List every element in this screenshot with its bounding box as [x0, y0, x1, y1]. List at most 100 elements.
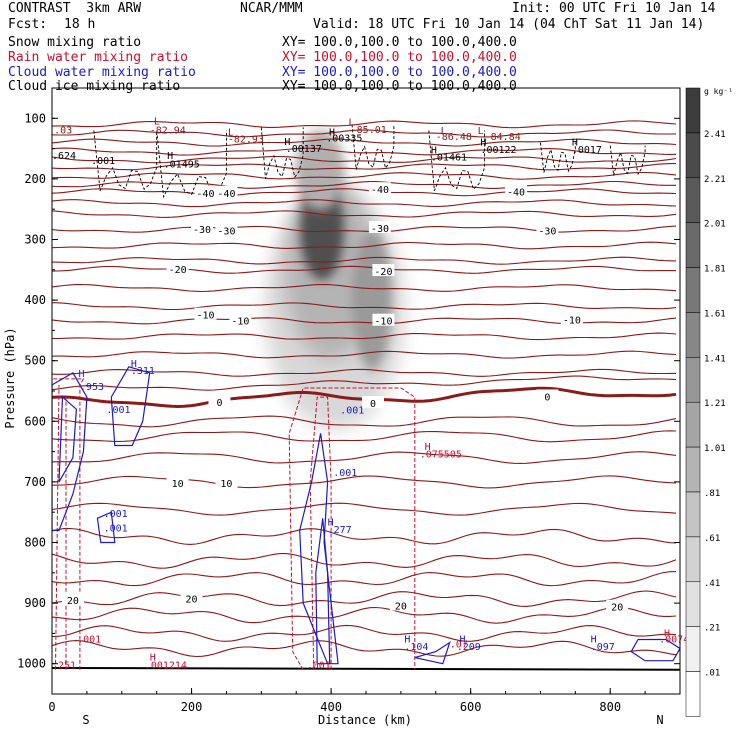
field-snow-xy: XY= 100.0,100.0 to 100.0,400.0: [282, 35, 517, 50]
temperature-contour: [52, 606, 677, 624]
contour-label-bg: [361, 396, 384, 409]
ice-contour: [428, 130, 486, 191]
y-tick-label: 500: [24, 354, 46, 368]
colorbar-label: 1.41: [704, 354, 726, 364]
contour-label: 20: [611, 603, 623, 614]
temperature-contour: [52, 502, 677, 516]
header-title: CONTRAST 3km ARW: [8, 1, 142, 16]
extremum-label: H: [572, 138, 578, 149]
header-fcst-value: 18 h: [64, 17, 96, 32]
extremum-label: .001214: [145, 661, 187, 672]
temperature-contour: [52, 415, 677, 428]
colorbar-swatch: [685, 132, 701, 179]
contour-label-bg: [166, 262, 189, 275]
temperature-contour: [52, 138, 677, 147]
field-rain-name: Rain water mixing ratio: [8, 50, 189, 65]
extremum-label: H: [79, 369, 85, 380]
contour-label: -40: [507, 188, 525, 199]
contour-label-bg: [368, 182, 391, 195]
temperature-contour: [52, 199, 677, 208]
extremum-label: .001: [333, 468, 357, 479]
y-tick-label: 200: [24, 172, 46, 186]
header-valid: Valid: 18 UTC Fri 10 Jan 14 (04 ChT Sat …: [313, 17, 705, 32]
rain-contour: [52, 378, 85, 670]
x-end-label-right: N: [656, 713, 663, 727]
temperature-contour: [52, 553, 677, 569]
contour-label-bg: [194, 307, 217, 320]
temperature-contour: [52, 129, 677, 138]
temperature-contour: [52, 302, 677, 311]
ice-contour: [539, 142, 576, 173]
contour-label-bg: [61, 593, 84, 606]
y-tick-label: 900: [24, 596, 46, 610]
contour-label-bg: [505, 184, 528, 197]
extremum-label: -84.84: [485, 132, 521, 143]
temperature-contour: [52, 147, 677, 156]
temperature-contour: [52, 155, 677, 164]
temperature-contour: [52, 527, 677, 545]
y-tick-label: 600: [24, 414, 46, 428]
contour-label-bg: [229, 313, 252, 326]
y-tick-label: 1000: [17, 657, 46, 671]
contour-label: -40: [217, 189, 235, 200]
cloud-water-contour: [630, 638, 680, 662]
cloud-water-contours: [52, 366, 680, 665]
contour-label: -40: [371, 185, 389, 196]
colorbar-label: .41: [704, 579, 720, 589]
colorbar-swatch: [685, 87, 701, 134]
temperature-contour: [52, 241, 677, 250]
colorbar-swatch: [685, 222, 701, 268]
extremum-label: .251: [52, 661, 76, 672]
contour-label: 0: [544, 392, 550, 403]
y-tick-label: 300: [24, 233, 46, 247]
colorbar-swatch: [685, 536, 701, 583]
colorbar-swatch: [685, 177, 701, 223]
header-fcst-label: Fcst:: [8, 17, 48, 32]
cloud-water-contour: [58, 395, 78, 483]
contour-label: 10: [172, 479, 184, 490]
x-axis: 0 200 400 600 800: [48, 688, 681, 714]
ice-contour: [93, 130, 158, 191]
field-ice-xy: XY= 100.0,100.0 to 100.0,400.0: [282, 79, 517, 94]
extremum-label: H: [131, 359, 137, 370]
extremum-label: .07: [450, 639, 468, 650]
temperature-contour: [52, 430, 677, 443]
temperature-contour: [52, 163, 676, 171]
colorbar-label: 1.01: [704, 444, 726, 454]
contour-label-bg: [166, 476, 189, 489]
colorbar-label: .61: [704, 534, 720, 544]
contour-label-bg: [191, 222, 214, 235]
contour-label-bg: [536, 223, 559, 236]
header-center: NCAR/MMM: [240, 1, 303, 16]
colorbar-label: 1.81: [704, 265, 726, 275]
field-rain-xy: XY= 100.0,100.0 to 100.0,400.0: [282, 50, 517, 65]
extremum-label: H: [431, 145, 437, 156]
extremum-label: .01461: [431, 153, 467, 164]
extremum-label: -82.94: [150, 125, 186, 136]
extremum-label: H: [664, 628, 670, 639]
extremum-label: .097: [591, 642, 615, 653]
ice-contour: [609, 145, 646, 176]
colorbar-swatch: [685, 357, 701, 403]
contour-label: 20: [186, 594, 198, 605]
contour-label: -10: [563, 315, 581, 326]
contour-label: -20: [169, 265, 187, 276]
field-cloud-water-xy: XY= 100.0,100.0 to 100.0,400.0: [282, 65, 517, 80]
contour-label: 10: [220, 479, 232, 490]
y-tick-label: 800: [24, 536, 46, 550]
contour-label-bg: [208, 394, 231, 407]
temperature-contour: [52, 171, 677, 180]
extremum-label: .001: [77, 634, 101, 645]
extremum-label: H: [328, 518, 334, 529]
extremum-label: H: [329, 127, 335, 138]
colorbar-unit: g kg⁻¹: [704, 87, 733, 96]
extremum-label: H: [150, 653, 156, 664]
contour-label: 20: [67, 596, 79, 607]
extremum-label: H: [591, 634, 597, 645]
extremum-label: .001: [104, 524, 128, 535]
temperature-contour: [52, 640, 677, 658]
extremum-label: .209: [457, 642, 481, 653]
surface-line: [52, 666, 680, 671]
x-tick-label: 400: [320, 700, 342, 714]
